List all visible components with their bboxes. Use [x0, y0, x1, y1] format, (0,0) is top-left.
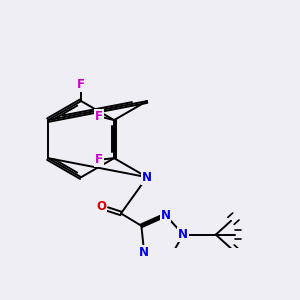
Text: N: N — [142, 171, 152, 184]
Text: N: N — [160, 208, 170, 221]
Text: F: F — [77, 78, 85, 91]
Text: N: N — [139, 245, 149, 259]
Text: F: F — [95, 110, 103, 123]
Text: F: F — [95, 154, 103, 166]
Text: O: O — [96, 200, 106, 213]
Text: N: N — [178, 228, 188, 241]
